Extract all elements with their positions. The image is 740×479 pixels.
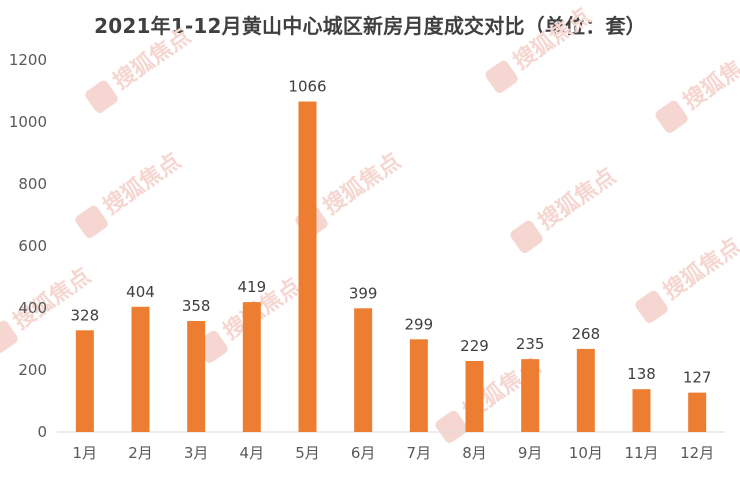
house-logo-icon	[655, 100, 688, 133]
x-tick-label: 3月	[184, 444, 209, 462]
x-tick-label: 10月	[569, 444, 603, 462]
house-logo-icon	[635, 290, 668, 323]
watermark: 搜狐焦点	[635, 233, 740, 323]
bars-layer	[75, 101, 707, 432]
bar	[75, 330, 94, 432]
house-logo-icon	[85, 80, 118, 113]
y-tick-label: 1000	[9, 113, 47, 131]
bar	[521, 359, 540, 432]
watermark-text: 搜狐焦点	[319, 148, 406, 220]
data-label: 358	[182, 297, 211, 315]
x-tick-label: 11月	[624, 444, 658, 462]
data-label: 235	[516, 335, 545, 353]
labels-layer: 328 1月 404 2月 358 3月 419 4月 1066 5月 399 6月 299 7月 229 8…	[71, 78, 715, 462]
x-tick-label: 2月	[128, 444, 153, 462]
watermark-text: 搜狐焦点	[679, 43, 740, 115]
x-tick-label: 5月	[295, 444, 320, 462]
data-label: 127	[683, 369, 712, 387]
watermark: 搜狐焦点	[510, 163, 621, 253]
watermark-text: 搜狐焦点	[509, 3, 596, 75]
data-label: 404	[126, 283, 155, 301]
data-label: 399	[349, 284, 378, 302]
watermark: 搜狐焦点	[75, 148, 186, 238]
watermark: 搜狐焦点	[655, 43, 740, 133]
bar	[298, 101, 317, 432]
watermark-text: 搜狐焦点	[99, 148, 186, 220]
data-label: 1066	[288, 78, 326, 96]
data-label: 328	[71, 306, 100, 324]
y-tick-label: 400	[18, 299, 47, 317]
bar	[632, 389, 651, 432]
x-tick-label: 7月	[407, 444, 432, 462]
y-tick-label: 1200	[9, 51, 47, 69]
x-tick-label: 6月	[351, 444, 376, 462]
data-label: 419	[238, 278, 267, 296]
data-label: 138	[627, 365, 656, 383]
bar	[576, 348, 595, 432]
watermark: 搜狐焦点	[485, 3, 596, 93]
bar	[465, 361, 484, 432]
chart-title: 2021年1-12月黄山中心城区新房月度成交对比（单位：套）	[94, 14, 646, 38]
house-logo-icon	[75, 205, 108, 238]
y-tick-label: 0	[37, 423, 47, 441]
data-label: 229	[460, 337, 489, 355]
house-logo-icon	[485, 60, 518, 93]
bar	[354, 308, 373, 432]
data-label: 299	[405, 315, 434, 333]
watermark-text: 搜狐焦点	[659, 233, 740, 305]
y-tick-label: 600	[18, 237, 47, 255]
y-tick-label: 200	[18, 361, 47, 379]
bar	[187, 321, 206, 432]
watermark-text: 搜狐焦点	[534, 163, 621, 235]
house-logo-icon	[435, 410, 468, 443]
watermark: 搜狐焦点	[85, 23, 196, 113]
house-logo-icon	[510, 220, 543, 253]
bar	[242, 302, 261, 432]
data-label: 268	[572, 325, 601, 343]
x-tick-label: 1月	[73, 444, 98, 462]
x-tick-label: 9月	[518, 444, 543, 462]
x-tick-label: 4月	[240, 444, 265, 462]
y-tick-label: 800	[18, 175, 47, 193]
axis-layer: 0 200 400 600 800 1000 1200	[9, 51, 725, 441]
watermark-text: 搜狐焦点	[109, 23, 196, 95]
x-tick-label: 8月	[462, 444, 487, 462]
house-logo-icon	[0, 320, 18, 353]
bar	[688, 392, 707, 432]
bar	[131, 306, 150, 432]
bar	[409, 339, 428, 432]
x-tick-label: 12月	[680, 444, 714, 462]
